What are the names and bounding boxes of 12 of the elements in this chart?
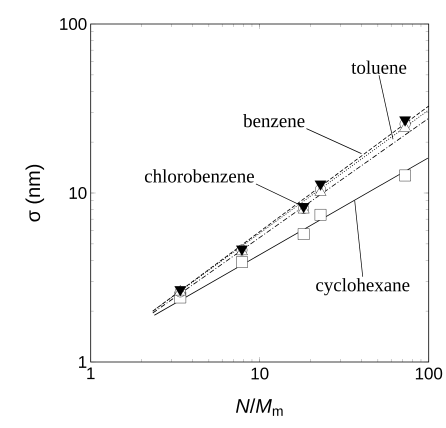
y-tick-label: 100 bbox=[60, 18, 87, 30]
annotation: benzene bbox=[243, 114, 304, 128]
y-tick-label: 10 bbox=[70, 187, 87, 199]
annotation: chlorobenzene bbox=[144, 169, 254, 183]
x-tick-label: 10 bbox=[252, 368, 268, 380]
x-tick-label: 1 bbox=[87, 368, 95, 380]
x-tick-label: 100 bbox=[416, 368, 442, 380]
annotation: toluene bbox=[351, 60, 406, 74]
y-tick-label: 1 bbox=[79, 356, 86, 368]
annotation: cyclohexane bbox=[316, 278, 410, 296]
x-axis-title: N/M$_{m}$ bbox=[236, 398, 283, 416]
y-axis-title: σ (nm) bbox=[26, 164, 44, 222]
